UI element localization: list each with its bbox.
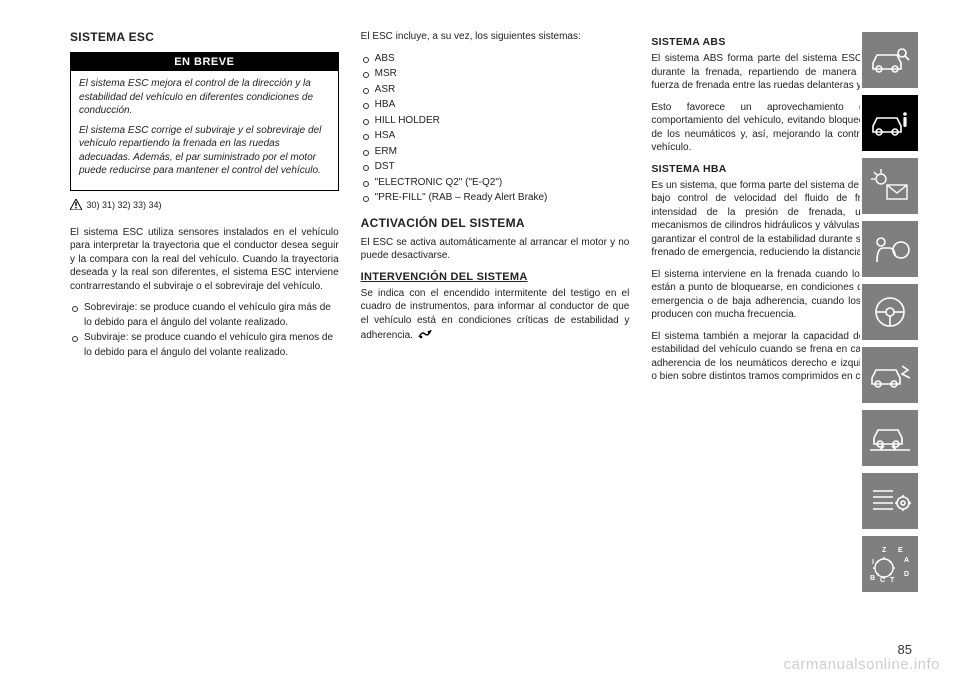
en-breve-box: EN BREVE El sistema ESC mejora el contro… bbox=[70, 52, 339, 191]
list-item: HILL HOLDER bbox=[361, 114, 630, 129]
chapter-icon-car-info[interactable] bbox=[860, 93, 920, 153]
svg-text:E: E bbox=[898, 547, 903, 554]
list-item: "ELECTRONIC Q2" ("E-Q2") bbox=[361, 176, 630, 191]
list-item: "PRE-FILL" (RAB – Ready Alert Brake) bbox=[361, 191, 630, 206]
en-breve-header: EN BREVE bbox=[71, 53, 338, 71]
chapter-icon-strip: Z B E A D T C I bbox=[860, 30, 920, 594]
svg-text:A: A bbox=[904, 557, 909, 564]
col1-paragraph-1: El sistema ESC utiliza sensores instalad… bbox=[70, 226, 339, 294]
column-2: El ESC incluye, a su vez, los siguientes… bbox=[361, 30, 630, 392]
en-breve-body: El sistema ESC mejora el control de la d… bbox=[71, 71, 338, 190]
watermark: carmanualsonline.info bbox=[784, 656, 940, 673]
svg-text:B: B bbox=[870, 575, 875, 582]
chapter-icon-car-lift[interactable] bbox=[860, 408, 920, 468]
esc-telltale-icon bbox=[418, 327, 432, 344]
section-intervencion: INTERVENCIÓN DEL SISTEMA bbox=[361, 271, 630, 283]
col1-list: Sobreviraje: se produce cuando el vehícu… bbox=[70, 301, 339, 360]
chapter-icon-settings-list[interactable] bbox=[860, 471, 920, 531]
list-item: HBA bbox=[361, 98, 630, 113]
svg-text:Z: Z bbox=[882, 547, 887, 554]
list-item: Sobreviraje: se produce cuando el vehícu… bbox=[70, 301, 339, 330]
col2-system-list: ABS MSR ASR HBA HILL HOLDER HSA ERM DST … bbox=[361, 52, 630, 206]
page-number: 85 bbox=[898, 642, 912, 657]
list-item: MSR bbox=[361, 67, 630, 82]
chapter-icon-lamp-mail[interactable] bbox=[860, 156, 920, 216]
svg-text:I: I bbox=[872, 559, 874, 566]
col2-intervencion-p: Se indica con el encendido intermitente … bbox=[361, 287, 630, 344]
en-breve-p1: El sistema ESC mejora el control de la d… bbox=[79, 77, 330, 118]
chapter-icon-steering[interactable] bbox=[860, 282, 920, 342]
svg-text:T: T bbox=[890, 577, 895, 584]
list-item: ABS bbox=[361, 52, 630, 67]
section-activacion: ACTIVACIÓN DEL SISTEMA bbox=[361, 216, 630, 230]
svg-text:C: C bbox=[880, 577, 885, 584]
warning-icon bbox=[70, 199, 82, 212]
list-item: HSA bbox=[361, 129, 630, 144]
warning-reference-line: 30) 31) 32) 33) 34) bbox=[70, 199, 339, 212]
warning-codes: 30) 31) 32) 33) 34) bbox=[87, 199, 162, 209]
section-title-esc: SISTEMA ESC bbox=[70, 30, 339, 44]
page: SISTEMA ESC EN BREVE El sistema ESC mejo… bbox=[0, 0, 960, 679]
main-content: SISTEMA ESC EN BREVE El sistema ESC mejo… bbox=[70, 30, 920, 392]
svg-text:D: D bbox=[904, 571, 909, 578]
chapter-icon-seat-airbag[interactable] bbox=[860, 219, 920, 279]
chapter-icon-gear-letters[interactable]: Z B E A D T C I bbox=[860, 534, 920, 594]
list-item: ERM bbox=[361, 145, 630, 160]
col2-activacion-p: El ESC se activa automáticamente al arra… bbox=[361, 236, 630, 263]
col2-sub-text: Se indica con el encendido intermitente … bbox=[361, 288, 630, 341]
column-1: SISTEMA ESC EN BREVE El sistema ESC mejo… bbox=[70, 30, 339, 392]
en-breve-p2: El sistema ESC corrige el subviraje y el… bbox=[79, 124, 330, 178]
list-item: ASR bbox=[361, 83, 630, 98]
list-item: Subviraje: se produce cuando el vehículo… bbox=[70, 331, 339, 360]
chapter-icon-car-search[interactable] bbox=[860, 30, 920, 90]
list-item: DST bbox=[361, 160, 630, 175]
chapter-icon-car-collision[interactable] bbox=[860, 345, 920, 405]
col2-intro: El ESC incluye, a su vez, los siguientes… bbox=[361, 30, 630, 44]
